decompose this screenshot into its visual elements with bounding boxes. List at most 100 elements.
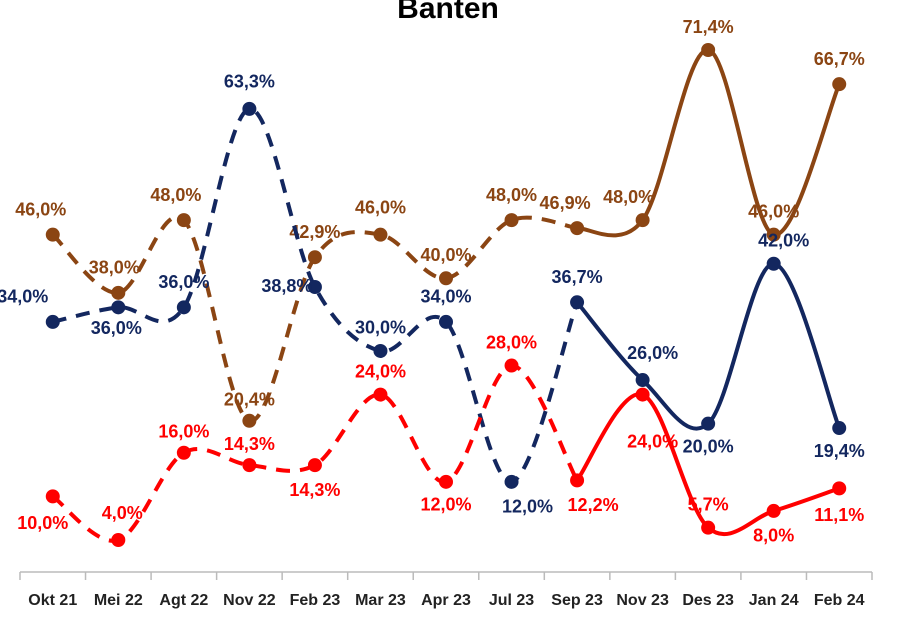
series-line	[52, 106, 579, 484]
data-label: 48,0%	[603, 187, 654, 207]
data-point	[45, 314, 60, 329]
data-label: 14,3%	[224, 434, 275, 454]
x-tick-label: Jul 23	[488, 592, 535, 609]
data-label: 46,0%	[15, 199, 66, 219]
data-point	[701, 416, 716, 431]
data-label: 71,4%	[683, 17, 734, 37]
x-tick-label: Des 23	[682, 592, 734, 609]
x-tick-label: Feb 24	[813, 592, 865, 609]
data-point	[439, 314, 453, 329]
data-point	[307, 250, 322, 265]
data-point	[635, 387, 650, 402]
series-line	[575, 261, 842, 431]
data-point	[635, 373, 650, 388]
data-point	[111, 300, 126, 315]
data-label: 19,4%	[814, 441, 865, 461]
data-label: 36,0%	[158, 272, 209, 292]
data-label: 66,7%	[814, 49, 865, 69]
data-point	[766, 256, 781, 271]
data-label: 48,0%	[486, 185, 537, 205]
data-label: 4,0%	[102, 503, 143, 523]
series-line	[51, 215, 578, 423]
data-point	[701, 43, 716, 57]
data-point	[832, 481, 847, 496]
x-tick-label: Mei 22	[93, 592, 143, 609]
data-point	[307, 280, 322, 295]
x-tick-label: Agt 22	[159, 592, 209, 609]
data-label: 42,0%	[758, 230, 809, 250]
data-label: 28,0%	[486, 332, 537, 352]
data-label: 20,4%	[224, 390, 275, 410]
data-label: 14,3%	[289, 480, 340, 500]
data-point	[242, 101, 257, 116]
x-tick-label: Apr 23	[421, 592, 471, 609]
chart-title: Banten	[397, 0, 499, 25]
x-tick-label: Nov 23	[616, 592, 669, 609]
data-label: 38,8%	[261, 276, 312, 296]
data-point	[570, 221, 585, 236]
data-point	[504, 358, 519, 373]
data-point	[570, 295, 585, 310]
data-point	[701, 520, 716, 535]
data-point	[242, 458, 257, 473]
data-point	[439, 271, 453, 286]
data-point	[373, 343, 388, 358]
data-point	[832, 421, 847, 436]
data-label: 36,0%	[91, 318, 142, 338]
data-label: 40,0%	[420, 245, 471, 265]
x-tick-label: Mar 23	[355, 592, 406, 609]
data-point	[766, 227, 781, 242]
data-point	[439, 474, 453, 489]
data-point	[176, 213, 191, 228]
data-point	[504, 474, 519, 489]
data-label: 36,7%	[552, 267, 603, 287]
data-label: 46,0%	[748, 201, 799, 221]
x-tick-label: Sep 23	[551, 592, 603, 609]
x-tick-label: Nov 22	[223, 592, 276, 609]
series-line	[575, 392, 840, 536]
data-label: 34,0%	[420, 287, 471, 307]
data-label: 38,0%	[89, 258, 140, 278]
data-label: 12,2%	[568, 495, 619, 515]
data-label: 5,7%	[688, 494, 729, 514]
data-label: 48,0%	[150, 185, 201, 205]
data-label: 16,0%	[158, 422, 209, 442]
data-point	[766, 503, 781, 518]
data-label: 10,0%	[17, 513, 68, 533]
data-point	[176, 300, 191, 315]
data-label: 63,3%	[224, 72, 275, 92]
data-point	[111, 533, 126, 547]
data-point	[832, 77, 847, 92]
data-label: 30,0%	[355, 318, 406, 338]
data-label: 8,0%	[753, 526, 794, 546]
data-point	[111, 285, 126, 300]
data-label: 46,0%	[355, 197, 406, 217]
data-point	[504, 213, 519, 228]
data-label: 24,0%	[627, 431, 678, 451]
data-label: 26,0%	[627, 343, 678, 363]
data-point	[635, 213, 650, 228]
x-tick-label: Jan 24	[748, 592, 799, 609]
data-label: 20,0%	[683, 436, 734, 456]
data-point	[45, 227, 60, 242]
data-label: 34,0%	[0, 287, 48, 307]
data-point	[176, 445, 191, 460]
data-label: 46,9%	[540, 193, 591, 213]
data-label: 12,0%	[502, 497, 553, 517]
x-tick-label: Okt 21	[28, 592, 78, 609]
data-label: 11,1%	[814, 505, 864, 525]
data-point	[373, 387, 388, 402]
data-label: 42,9%	[289, 222, 340, 242]
data-point	[373, 227, 388, 242]
x-tick-label: Feb 23	[289, 592, 341, 609]
series-line	[51, 363, 579, 543]
data-label: 24,0%	[355, 361, 406, 381]
data-point	[45, 489, 60, 504]
series-line	[576, 48, 842, 238]
data-label: 12,0%	[420, 495, 471, 515]
data-point	[242, 413, 257, 428]
data-point	[570, 473, 585, 488]
data-point	[307, 458, 322, 473]
